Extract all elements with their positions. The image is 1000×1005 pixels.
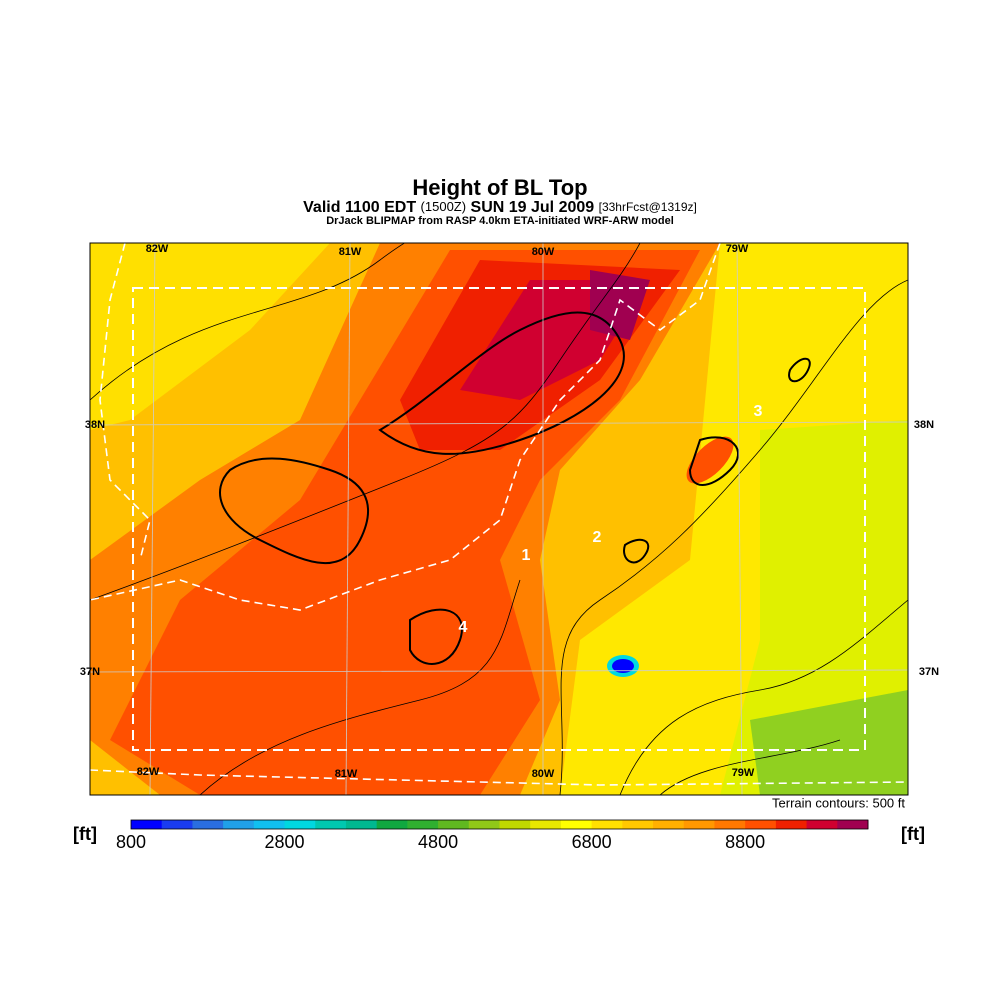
colorbar-swatch [161,820,193,829]
site-label: 4 [459,619,468,636]
colorbar-label: 4800 [418,832,458,852]
map-frame [89,242,909,796]
lon-label: 81W [335,768,358,780]
lon-label: 80W [532,246,555,258]
colorbar-swatch [376,820,408,829]
colorbar-label: 8800 [725,832,765,852]
unit-left: [ft] [73,824,97,844]
colorbar-swatch [806,820,838,829]
colorbar-swatch [223,820,255,829]
date: SUN 19 Jul 2009 [471,199,595,216]
valid: Valid 1100 EDT [303,199,416,216]
lat-label: 38N [914,419,934,431]
colorbar-swatch [560,820,593,829]
colorbar-label: 6800 [572,832,612,852]
colorbar-swatch [284,820,316,829]
subtitle: Valid 1100 EDT (1500Z) SUN 19 Jul 2009 [… [303,199,697,216]
colorbar [131,820,869,829]
utc: (1500Z) [421,199,467,214]
lon-label: 81W [339,246,362,258]
colorbar-swatch [192,820,224,829]
lat-label: 37N [80,666,100,678]
lon-label: 82W [137,766,160,778]
colorbar-swatch [530,820,562,829]
colorbar-swatch [131,820,163,829]
title: Height of BL Top [412,175,587,200]
lon-label: 80W [532,768,555,780]
colorbar-swatch [683,820,715,829]
colorbar-swatch [407,820,439,829]
site-label: 3 [754,403,763,420]
colorbar-swatch [745,820,777,829]
lat-label: 38N [85,419,105,431]
terrain-note: Terrain contours: 500 ft [772,795,905,810]
colorbar-swatch [438,820,470,829]
colorbar-swatch [591,820,623,829]
lat-label: 37N [919,666,939,678]
credit: DrJack BLIPMAP from RASP 4.0km ETA-initi… [326,215,674,227]
colorbar-swatch [345,820,378,829]
colorbar-label: 2800 [265,832,305,852]
map-field [90,243,908,795]
lon-label: 82W [146,243,169,255]
colorbar-frame [130,819,869,830]
colorbar-swatch [499,820,531,829]
colorbar-swatch [253,820,286,829]
colorbar-swatch [468,820,500,829]
lon-label: 79W [726,243,749,255]
colorbar-swatch [622,820,654,829]
colorbar-swatch [714,820,746,829]
site-label: 1 [522,547,531,564]
colorbar-label: 800 [116,832,146,852]
colorbar-swatch [775,820,808,829]
colorbar-swatch [315,820,347,829]
site-label: 2 [593,529,602,546]
colorbar-swatch [653,820,685,829]
forecast: [33hrFcst@1319z] [599,200,697,214]
lon-label: 79W [732,767,755,779]
unit-right: [ft] [901,824,925,844]
colorbar-swatch [837,820,869,829]
